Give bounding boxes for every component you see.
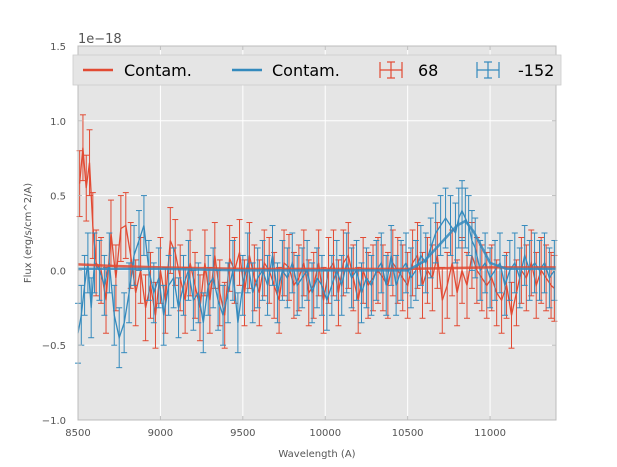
x-tick-label: 10500 bbox=[392, 428, 424, 439]
y-offset-label: 1e−18 bbox=[78, 32, 122, 47]
legend-errorbar-68 bbox=[379, 61, 403, 79]
series-contam-0 bbox=[77, 263, 556, 271]
legend-errorbar-152 bbox=[476, 61, 500, 79]
y-tick-label: 1.5 bbox=[50, 42, 66, 53]
legend-label-contam-blue: Contam. bbox=[272, 61, 340, 80]
plot-frame bbox=[77, 45, 557, 421]
y-tick-label: −1.0 bbox=[42, 416, 66, 427]
grid bbox=[77, 45, 556, 421]
legend: Contam. Contam. 68 -152 bbox=[72, 54, 562, 86]
x-axis-label: Wavelength (A) bbox=[278, 449, 355, 460]
series-layer bbox=[75, 114, 558, 369]
x-tick-label: 9500 bbox=[230, 428, 255, 439]
x-tick-label: 8500 bbox=[65, 428, 90, 439]
ticks: 8500 9000 9500 10000 10500 11000 −1.0 −0.5 0.0 0.… bbox=[42, 42, 556, 439]
y-tick-label: −0.5 bbox=[42, 341, 66, 352]
legend-label-68: 68 bbox=[418, 61, 438, 80]
contam-line bbox=[77, 263, 556, 271]
series-152-3 bbox=[75, 180, 558, 369]
y-axis-label: Flux (erg/s/cm^2/A) bbox=[23, 183, 34, 283]
legend-label-contam-red: Contam. bbox=[124, 61, 192, 80]
legend-label-152: -152 bbox=[518, 61, 554, 80]
plot-background bbox=[78, 46, 556, 420]
y-tick-label: 0.0 bbox=[50, 266, 66, 277]
x-tick-label: 11000 bbox=[474, 428, 506, 439]
y-tick-label: 1.0 bbox=[50, 117, 66, 128]
x-tick-label: 10000 bbox=[309, 428, 341, 439]
y-tick-label: 0.5 bbox=[50, 192, 66, 203]
series-contam-1 bbox=[78, 219, 556, 272]
contam-line bbox=[78, 219, 556, 272]
series-line bbox=[77, 208, 555, 341]
x-tick-label: 9000 bbox=[148, 428, 173, 439]
